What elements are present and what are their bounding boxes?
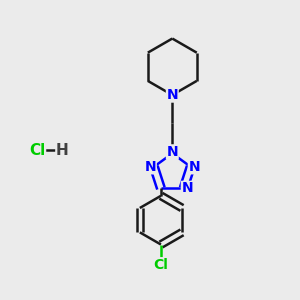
Text: N: N [145, 160, 156, 174]
Text: Cl: Cl [154, 258, 168, 272]
Text: N: N [188, 160, 200, 174]
Text: N: N [182, 182, 193, 195]
Text: H: H [56, 142, 69, 158]
Text: Cl: Cl [29, 142, 45, 158]
Text: N: N [167, 88, 178, 102]
Text: N: N [167, 145, 178, 159]
